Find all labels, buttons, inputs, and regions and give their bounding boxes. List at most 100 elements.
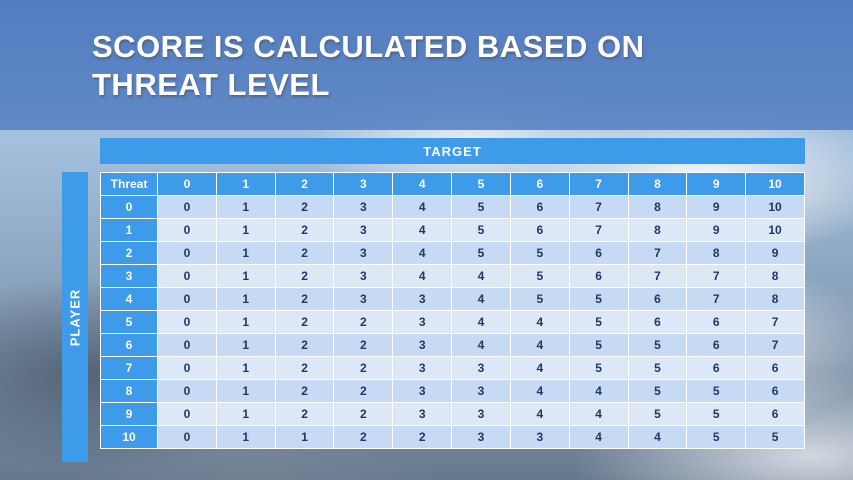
- score-cell: 3: [509, 425, 570, 449]
- score-cell: 7: [627, 241, 688, 265]
- score-cell: 3: [333, 287, 394, 311]
- score-cell: 6: [568, 264, 629, 288]
- score-cell: 5: [451, 218, 511, 242]
- score-table: Threat 0 1 2 3 4 5 6 7 8 9 10 0 0 1 2 3 4 5 6 7 8 9 10 1 0 1 2 3 4 5 6…: [100, 172, 805, 449]
- score-cell: 5: [568, 333, 629, 357]
- score-cell: 2: [392, 425, 453, 449]
- score-cell: 9: [686, 195, 747, 219]
- score-cell: 5: [568, 356, 629, 380]
- target-axis-label: TARGET: [423, 143, 482, 159]
- score-cell: 10: [745, 195, 805, 219]
- score-cell: 4: [627, 425, 688, 449]
- score-cell: 2: [274, 287, 335, 311]
- score-cell: 3: [451, 402, 511, 426]
- score-cell: 4: [509, 310, 570, 334]
- score-cell: 4: [568, 425, 629, 449]
- score-cell: 3: [392, 356, 453, 380]
- score-cell: 6: [509, 195, 570, 219]
- score-cell: 4: [392, 264, 453, 288]
- score-cell: 7: [745, 333, 805, 357]
- score-cell: 5: [627, 356, 688, 380]
- score-cell: 4: [509, 379, 570, 403]
- score-cell: 2: [333, 425, 394, 449]
- score-cell: 2: [333, 379, 394, 403]
- score-cell: 4: [392, 241, 453, 265]
- score-cell: 2: [333, 356, 394, 380]
- score-cell: 0: [157, 356, 217, 380]
- row-header: 6: [100, 333, 158, 357]
- score-cell: 0: [157, 425, 217, 449]
- column-header: 8: [627, 172, 688, 196]
- score-cell: 4: [568, 402, 629, 426]
- row-header: 4: [100, 287, 158, 311]
- score-cell: 4: [509, 402, 570, 426]
- score-cell: 4: [568, 379, 629, 403]
- score-cell: 6: [686, 356, 747, 380]
- row-header: 0: [100, 195, 158, 219]
- slide-title-line2: THREAT LEVEL: [92, 67, 330, 102]
- score-cell: 6: [627, 287, 688, 311]
- score-cell: 8: [686, 241, 747, 265]
- score-cell: 1: [215, 195, 276, 219]
- column-header: 1: [215, 172, 276, 196]
- score-cell: 4: [509, 333, 570, 357]
- score-cell: 5: [509, 287, 570, 311]
- row-header: 8: [100, 379, 158, 403]
- score-cell: 10: [745, 218, 805, 242]
- score-cell: 8: [745, 287, 805, 311]
- score-cell: 0: [157, 241, 217, 265]
- column-header: 5: [451, 172, 511, 196]
- column-header: 3: [333, 172, 394, 196]
- score-cell: 1: [215, 379, 276, 403]
- score-cell: 3: [392, 402, 453, 426]
- score-cell: 4: [392, 218, 453, 242]
- score-cell: 5: [686, 379, 747, 403]
- score-cell: 5: [509, 264, 570, 288]
- score-cell: 0: [157, 287, 217, 311]
- score-cell: 7: [686, 287, 747, 311]
- score-cell: 4: [451, 333, 511, 357]
- score-cell: 2: [333, 402, 394, 426]
- score-cell: 0: [157, 333, 217, 357]
- score-cell: 8: [745, 264, 805, 288]
- title-banner: [0, 0, 853, 130]
- score-cell: 2: [274, 356, 335, 380]
- column-header: 6: [509, 172, 570, 196]
- score-cell: 0: [157, 264, 217, 288]
- score-cell: 2: [274, 241, 335, 265]
- row-header: 7: [100, 356, 158, 380]
- slide-title-line1: SCORE IS CALCULATED BASED ON: [92, 29, 645, 64]
- row-header: 5: [100, 310, 158, 334]
- score-cell: 6: [509, 218, 570, 242]
- score-cell: 3: [333, 264, 394, 288]
- score-cell: 0: [157, 218, 217, 242]
- score-cell: 0: [157, 195, 217, 219]
- score-cell: 4: [451, 287, 511, 311]
- score-cell: 3: [333, 218, 394, 242]
- score-cell: 1: [215, 356, 276, 380]
- column-header: 2: [274, 172, 335, 196]
- score-cell: 7: [568, 218, 629, 242]
- score-cell: 1: [215, 425, 276, 449]
- score-cell: 4: [509, 356, 570, 380]
- score-cell: 1: [215, 241, 276, 265]
- score-cell: 6: [686, 310, 747, 334]
- score-cell: 6: [568, 241, 629, 265]
- score-cell: 6: [627, 310, 688, 334]
- score-cell: 2: [333, 333, 394, 357]
- score-cell: 8: [627, 195, 688, 219]
- score-cell: 5: [568, 310, 629, 334]
- score-cell: 1: [215, 402, 276, 426]
- score-cell: 2: [274, 264, 335, 288]
- row-header: 10: [100, 425, 158, 449]
- score-cell: 3: [392, 310, 453, 334]
- score-cell: 0: [157, 402, 217, 426]
- column-header: 7: [568, 172, 629, 196]
